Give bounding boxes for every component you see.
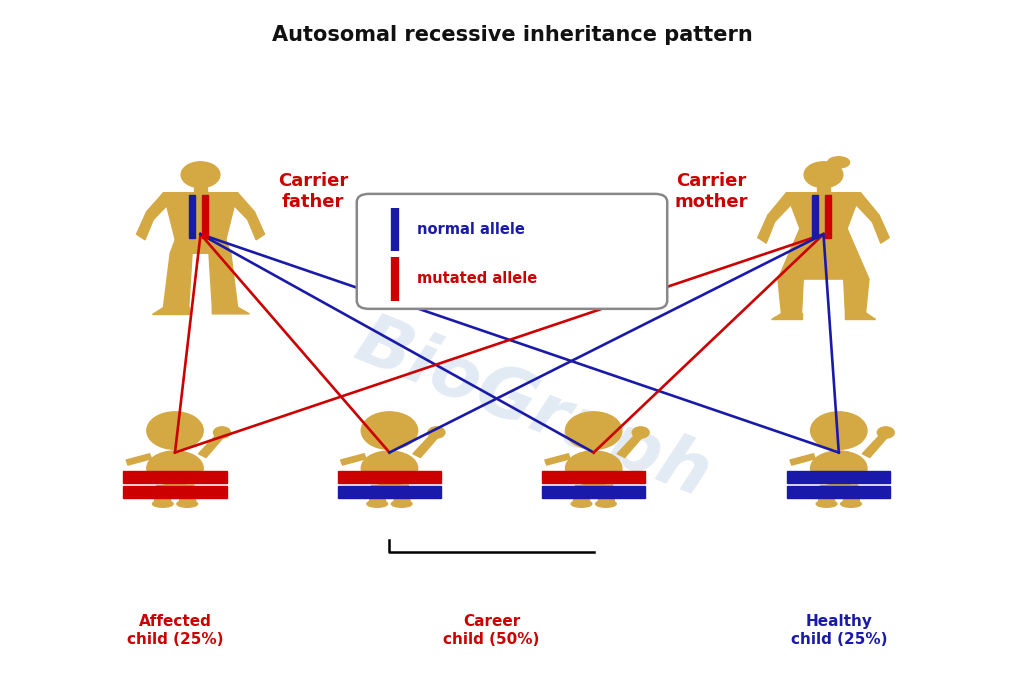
Polygon shape: [194, 187, 207, 193]
Ellipse shape: [177, 501, 198, 507]
Polygon shape: [846, 313, 876, 320]
Bar: [123, 486, 226, 498]
Polygon shape: [179, 485, 196, 501]
Polygon shape: [136, 212, 154, 240]
Text: BioGraph: BioGraph: [345, 307, 720, 512]
Ellipse shape: [827, 157, 850, 168]
Ellipse shape: [841, 501, 861, 507]
Ellipse shape: [153, 501, 173, 507]
Polygon shape: [394, 485, 411, 501]
Ellipse shape: [565, 451, 622, 486]
Polygon shape: [778, 229, 869, 279]
Polygon shape: [778, 279, 803, 313]
Circle shape: [361, 412, 418, 449]
Polygon shape: [771, 313, 802, 320]
Text: Autosomal recessive inheritance pattern: Autosomal recessive inheritance pattern: [271, 25, 753, 45]
Polygon shape: [872, 215, 889, 243]
Text: Affected
child (25%): Affected child (25%): [127, 615, 223, 647]
Polygon shape: [146, 193, 172, 220]
Polygon shape: [817, 187, 830, 193]
Polygon shape: [170, 240, 230, 253]
Bar: [787, 486, 891, 498]
Polygon shape: [209, 253, 238, 307]
Polygon shape: [164, 253, 193, 307]
Bar: [189, 195, 196, 238]
Bar: [787, 471, 891, 483]
FancyBboxPatch shape: [356, 194, 668, 309]
Ellipse shape: [811, 451, 867, 486]
Bar: [542, 471, 645, 483]
Circle shape: [632, 427, 649, 438]
Text: Carrier
father: Carrier father: [278, 172, 348, 211]
Ellipse shape: [571, 501, 592, 507]
Text: normal allele: normal allele: [417, 222, 525, 237]
Ellipse shape: [361, 451, 418, 486]
Bar: [542, 486, 645, 498]
Circle shape: [146, 412, 203, 449]
Bar: [338, 471, 441, 483]
Ellipse shape: [816, 501, 837, 507]
Text: mutated allele: mutated allele: [417, 271, 538, 286]
Text: Career
child (50%): Career child (50%): [443, 615, 540, 647]
Polygon shape: [768, 193, 795, 222]
Polygon shape: [164, 193, 238, 240]
Polygon shape: [155, 485, 170, 501]
Text: Carrier
mother: Carrier mother: [675, 172, 748, 211]
Circle shape: [565, 412, 622, 449]
Polygon shape: [212, 307, 250, 314]
Circle shape: [428, 427, 444, 438]
Bar: [812, 195, 818, 238]
Ellipse shape: [391, 501, 412, 507]
Polygon shape: [341, 454, 366, 465]
Circle shape: [878, 427, 894, 438]
Polygon shape: [229, 193, 254, 220]
Ellipse shape: [367, 501, 387, 507]
Polygon shape: [844, 279, 869, 313]
Polygon shape: [786, 193, 860, 229]
Ellipse shape: [596, 501, 616, 507]
Polygon shape: [758, 215, 774, 243]
Polygon shape: [199, 434, 224, 458]
Bar: [338, 486, 441, 498]
Bar: [123, 471, 226, 483]
Polygon shape: [545, 454, 570, 465]
Polygon shape: [852, 193, 879, 222]
Polygon shape: [598, 485, 614, 501]
Circle shape: [811, 412, 867, 449]
Circle shape: [804, 162, 843, 188]
Polygon shape: [152, 307, 188, 314]
Circle shape: [181, 162, 220, 188]
Polygon shape: [790, 454, 815, 465]
Polygon shape: [818, 485, 835, 501]
Circle shape: [214, 427, 230, 438]
Bar: [202, 195, 208, 238]
Polygon shape: [844, 485, 859, 501]
Polygon shape: [126, 454, 152, 465]
Ellipse shape: [146, 451, 203, 486]
Polygon shape: [862, 434, 888, 458]
Polygon shape: [369, 485, 385, 501]
Polygon shape: [617, 434, 642, 458]
Bar: [824, 195, 831, 238]
Text: Healthy
child (25%): Healthy child (25%): [791, 615, 887, 647]
Polygon shape: [573, 485, 589, 501]
Polygon shape: [413, 434, 438, 458]
Polygon shape: [248, 212, 264, 240]
